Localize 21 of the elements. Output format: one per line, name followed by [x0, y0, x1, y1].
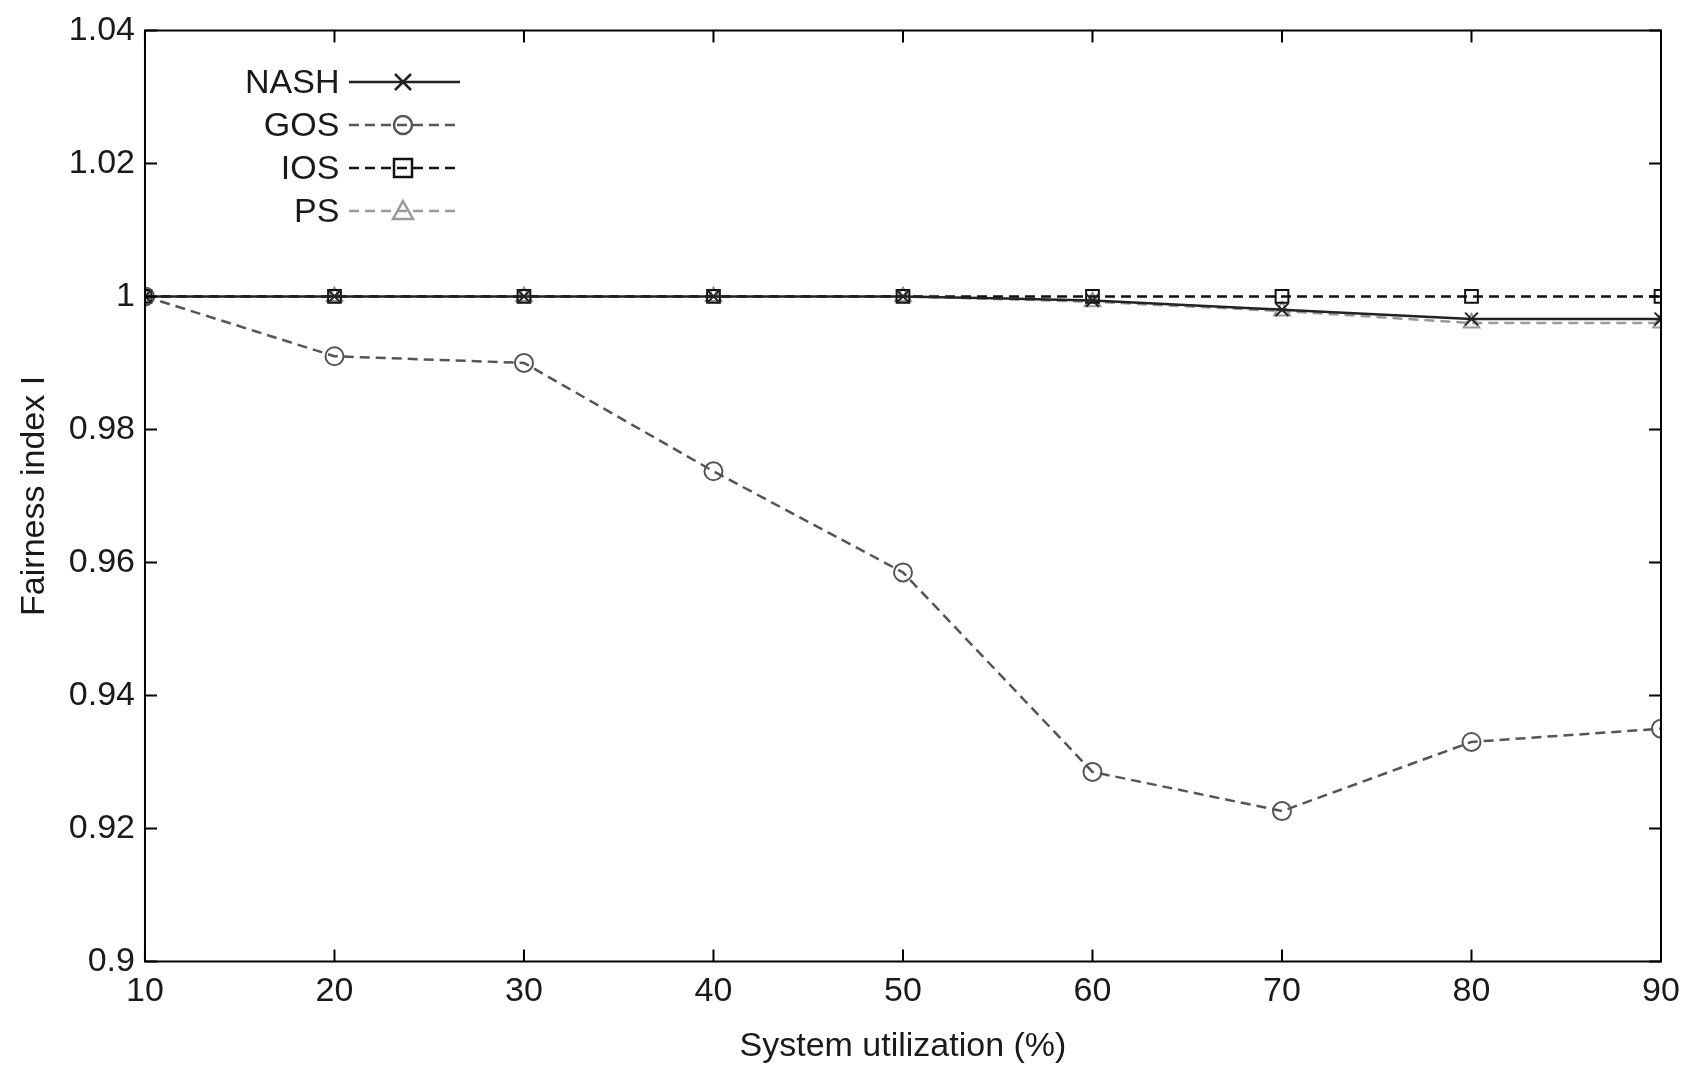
y-axis-title: Fairness index I	[12, 375, 51, 616]
x-tick-label: 40	[694, 970, 733, 1009]
x-tick-label: 20	[315, 970, 354, 1009]
x-tick-label: 70	[1263, 970, 1301, 1009]
y-tick-label: 1	[116, 274, 135, 313]
y-tick-label: 1.02	[68, 141, 135, 180]
y-tick-label: 0.98	[68, 407, 135, 446]
legend-label: GOS	[263, 105, 340, 145]
x-tick-label: 90	[1642, 970, 1680, 1009]
x-tick-label: 60	[1073, 970, 1112, 1009]
y-tick-label: 0.96	[68, 540, 135, 579]
x-tick-label: 80	[1452, 970, 1491, 1009]
y-tick-label: 0.92	[68, 806, 135, 845]
legend-label: NASH	[244, 62, 340, 102]
legend-label: PS	[294, 191, 340, 231]
x-axis-title: System utilization (%)	[739, 1024, 1067, 1063]
y-tick-label: 1.04	[68, 8, 135, 47]
x-tick-label: 50	[884, 970, 922, 1009]
x-tick-label: 30	[505, 970, 543, 1009]
y-tick-label: 0.94	[68, 673, 135, 712]
legend-label: IOS	[280, 148, 340, 188]
